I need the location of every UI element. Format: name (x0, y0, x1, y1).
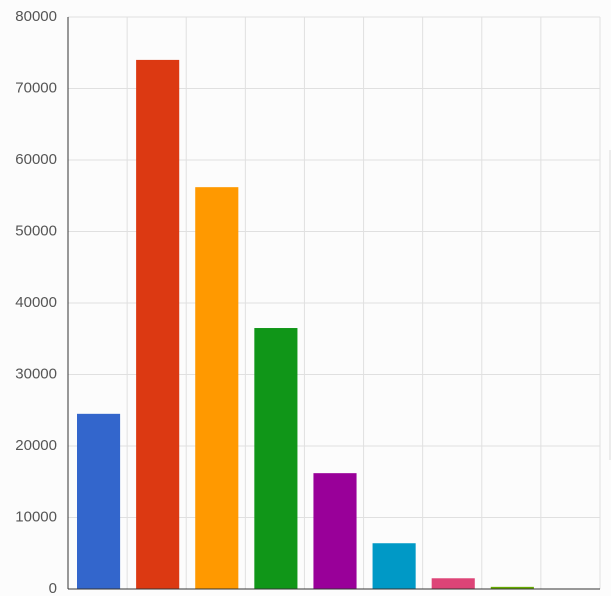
y-tick-label: 30000 (15, 365, 57, 382)
y-tick-label: 0 (49, 580, 57, 596)
bar (254, 328, 298, 589)
y-tick-label: 20000 (15, 437, 57, 454)
y-tick-label: 60000 (15, 151, 57, 168)
bar (195, 187, 239, 590)
bar (490, 586, 534, 589)
bar (431, 578, 475, 589)
y-tick-label: 70000 (15, 79, 57, 96)
y-tick-label: 80000 (15, 8, 57, 25)
bar (77, 413, 121, 589)
y-tick-label: 10000 (15, 508, 57, 525)
y-tick-label: 40000 (15, 294, 57, 311)
bar (313, 473, 357, 589)
bar (136, 59, 180, 589)
y-tick-label: 50000 (15, 222, 57, 239)
bar (372, 543, 416, 589)
